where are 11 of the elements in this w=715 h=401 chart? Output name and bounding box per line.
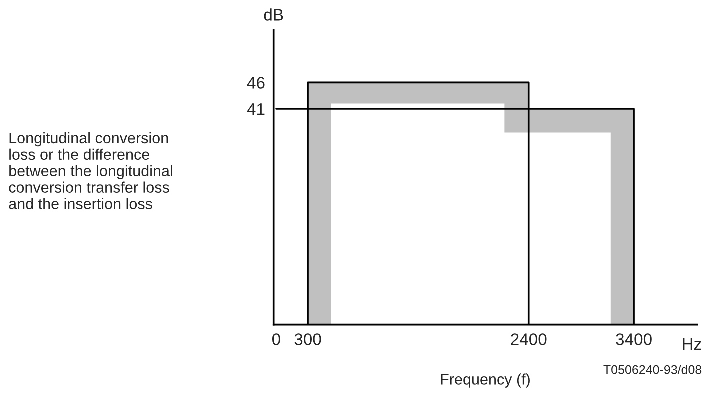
x-tick-label: 0 <box>272 334 280 346</box>
y-tick-label: 46 <box>247 77 265 89</box>
y-axis-title: dB <box>264 8 284 21</box>
text: T0506240-93/d08 <box>604 365 702 374</box>
x-tick-label: 2400 <box>511 334 547 346</box>
text: Hz <box>683 338 702 350</box>
x-axis-title: Frequency (f) <box>441 374 530 388</box>
x-tick-label: 3400 <box>616 334 652 346</box>
x-tick-label: 300 <box>294 334 322 346</box>
text: Longitudinal conversion loss or the difference between the longitudinal conversion transfer loss and the insertion loss <box>9 132 172 210</box>
y-tick-label: 41 <box>247 104 265 116</box>
